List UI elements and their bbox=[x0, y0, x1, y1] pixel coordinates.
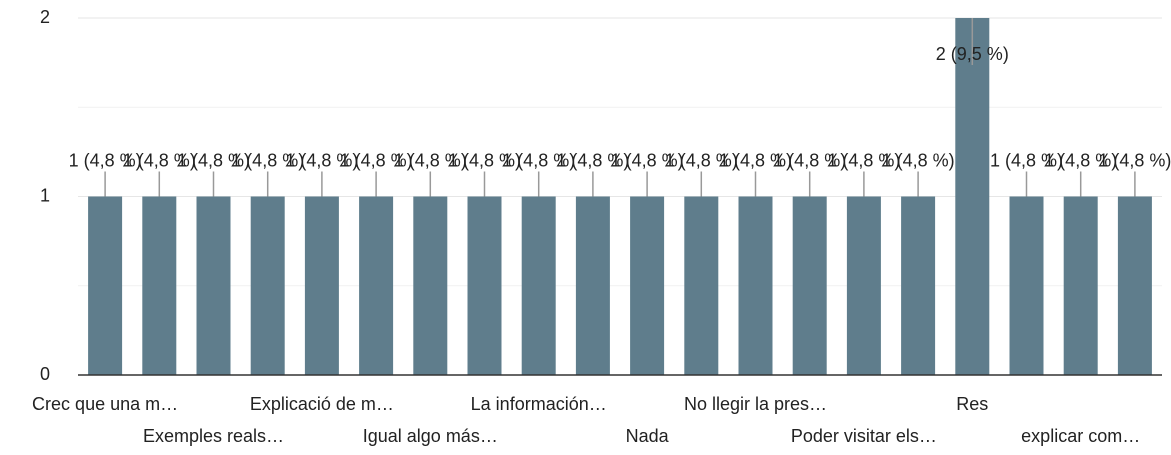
value-label: 1 (4,8 %) bbox=[556, 150, 629, 170]
value-label: 1 (4,8 %) bbox=[177, 150, 250, 170]
x-tick-label: Exemples reals… bbox=[143, 426, 284, 446]
bar bbox=[738, 196, 773, 375]
x-tick-label: Crec que una m… bbox=[32, 394, 178, 414]
bar bbox=[846, 196, 881, 375]
bar bbox=[413, 196, 448, 375]
x-tick-label: Explicació de m… bbox=[250, 394, 394, 414]
value-label: 1 (4,8 %) bbox=[448, 150, 521, 170]
value-label: 1 (4,8 %) bbox=[502, 150, 575, 170]
bar bbox=[901, 196, 936, 375]
bar bbox=[359, 196, 394, 375]
bar bbox=[575, 196, 610, 375]
value-label: 1 (4,8 %) bbox=[123, 150, 196, 170]
x-tick-label: Igual algo más… bbox=[363, 426, 498, 446]
bar bbox=[88, 196, 123, 375]
bar bbox=[196, 196, 231, 375]
value-label: 1 (4,8 %) bbox=[773, 150, 846, 170]
bar bbox=[250, 196, 285, 375]
x-tick-label: Nada bbox=[626, 426, 670, 446]
value-label: 1 (4,8 %) bbox=[990, 150, 1063, 170]
bar bbox=[1063, 196, 1098, 375]
bar bbox=[1117, 196, 1152, 375]
value-label: 1 (4,8 %) bbox=[827, 150, 900, 170]
bar bbox=[1009, 196, 1044, 375]
y-tick-label: 1 bbox=[40, 185, 50, 205]
y-tick-label: 2 bbox=[40, 7, 50, 27]
value-label: 1 (4,8 %) bbox=[1098, 150, 1171, 170]
value-label: 1 (4,8 %) bbox=[285, 150, 358, 170]
x-tick-label: No llegir la pres… bbox=[684, 394, 827, 414]
value-label: 1 (4,8 %) bbox=[394, 150, 467, 170]
value-label: 1 (4,8 %) bbox=[719, 150, 792, 170]
bar bbox=[792, 196, 827, 375]
value-label: 1 (4,8 %) bbox=[69, 150, 142, 170]
x-tick-label: Poder visitar els… bbox=[791, 426, 937, 446]
bar bbox=[630, 196, 665, 375]
x-tick-label: La información… bbox=[471, 394, 607, 414]
value-label: 1 (4,8 %) bbox=[665, 150, 738, 170]
bar bbox=[142, 196, 177, 375]
bar bbox=[304, 196, 339, 375]
y-tick-label: 0 bbox=[40, 364, 50, 384]
bar bbox=[684, 196, 719, 375]
value-label: 2 (9,5 %) bbox=[936, 44, 1009, 64]
x-tick-label: Res bbox=[956, 394, 988, 414]
value-label: 1 (4,8 %) bbox=[231, 150, 304, 170]
bar bbox=[955, 18, 990, 375]
value-label: 1 (4,8 %) bbox=[340, 150, 413, 170]
x-tick-label: explicar com… bbox=[1021, 426, 1140, 446]
value-label: 1 (4,8 %) bbox=[1044, 150, 1117, 170]
value-label: 1 (4,8 %) bbox=[611, 150, 684, 170]
value-label: 1 (4,8 %) bbox=[882, 150, 955, 170]
bar bbox=[467, 196, 502, 375]
bar bbox=[521, 196, 556, 375]
